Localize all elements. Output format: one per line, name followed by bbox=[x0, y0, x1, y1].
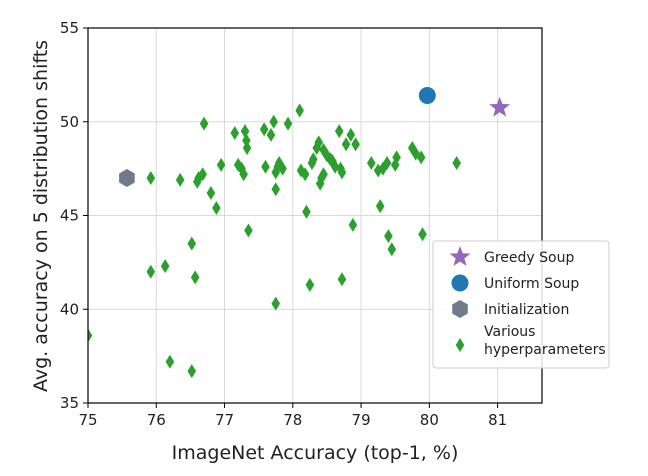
legend-label: Uniform Soup bbox=[484, 276, 579, 292]
diamond-point bbox=[312, 141, 322, 155]
x-tick-label: 80 bbox=[420, 411, 439, 429]
legend-box bbox=[432, 240, 610, 369]
diamond-point bbox=[382, 156, 392, 170]
diamond-point bbox=[337, 165, 347, 180]
data-points bbox=[88, 87, 511, 379]
diamond-point bbox=[384, 229, 393, 244]
diamond-point bbox=[269, 114, 278, 129]
x-tick-label: 77 bbox=[215, 411, 234, 429]
diamond-point bbox=[271, 165, 281, 180]
diamond-point bbox=[187, 236, 197, 251]
diamond-point bbox=[373, 163, 383, 178]
diamond-point bbox=[165, 354, 175, 369]
diamond-point bbox=[387, 242, 397, 257]
y-tick-label: 50 bbox=[60, 113, 79, 131]
x-tick-label: 76 bbox=[147, 411, 166, 429]
hexagon-legend-marker bbox=[452, 300, 468, 318]
star-legend-marker bbox=[449, 246, 471, 266]
diamond-point bbox=[212, 201, 221, 215]
diamond-point bbox=[242, 133, 251, 148]
legend-label: Various bbox=[484, 324, 535, 340]
y-ticks: 35 40 45 50 55 bbox=[60, 19, 88, 412]
diamond-point bbox=[330, 159, 340, 174]
diamond-point bbox=[341, 137, 351, 152]
diamond-point bbox=[146, 171, 156, 185]
hexagon-point bbox=[119, 169, 135, 187]
diamond-legend-marker bbox=[455, 338, 465, 352]
diamond-point bbox=[233, 157, 243, 172]
diamond-point bbox=[240, 124, 250, 139]
diamond-point bbox=[319, 167, 328, 182]
diamond-point bbox=[278, 161, 287, 176]
diamond-point bbox=[283, 116, 293, 131]
y-tick-label: 55 bbox=[60, 19, 79, 37]
diamond-point bbox=[308, 152, 318, 167]
legend-label: Initialization bbox=[484, 302, 569, 318]
y-axis-label: Avg. accuracy on 5 distribution shifts bbox=[30, 40, 52, 392]
diamond-point bbox=[187, 364, 197, 379]
diamond-point bbox=[259, 122, 269, 137]
diamond-point bbox=[392, 150, 401, 165]
diamond-point bbox=[300, 167, 310, 182]
diamond-point bbox=[315, 176, 325, 191]
diamond-point bbox=[416, 150, 426, 165]
legend-label: Greedy Soup bbox=[484, 250, 574, 266]
diamond-point bbox=[190, 270, 200, 285]
diamond-point bbox=[242, 141, 252, 155]
diamond-point bbox=[198, 167, 207, 182]
x-tick-label: 81 bbox=[488, 411, 507, 429]
diamond-point bbox=[271, 182, 281, 197]
diamond-point bbox=[266, 127, 276, 142]
diamond-point bbox=[230, 126, 240, 140]
x-tick-label: 79 bbox=[352, 411, 371, 429]
diamond-point bbox=[452, 156, 461, 170]
diamond-point bbox=[337, 272, 347, 287]
diamond-point bbox=[88, 328, 93, 343]
diamond-point bbox=[199, 116, 209, 131]
y-tick-label: 40 bbox=[60, 300, 79, 318]
diamond-point bbox=[175, 172, 185, 187]
diamond-point bbox=[244, 223, 253, 238]
diamond-point bbox=[317, 171, 326, 185]
diamond-point bbox=[375, 199, 385, 214]
diamond-point bbox=[295, 103, 304, 118]
x-axis-label: ImageNet Accuracy (top-1, %) bbox=[172, 442, 459, 464]
legend: Greedy Soup Uniform Soup Initialization Var… bbox=[432, 240, 610, 369]
diamond-point bbox=[334, 124, 344, 139]
diamond-point bbox=[206, 186, 216, 200]
diamond-point bbox=[367, 156, 376, 170]
diamond-point bbox=[146, 264, 156, 279]
diamond-point bbox=[378, 161, 388, 176]
circle-point bbox=[418, 87, 436, 104]
diamond-point bbox=[314, 135, 324, 150]
circle-legend-marker bbox=[451, 274, 469, 292]
diamond-point bbox=[351, 137, 360, 152]
diamond-point bbox=[348, 217, 358, 232]
x-ticks: 75 76 77 78 79 80 81 bbox=[78, 403, 507, 429]
diamond-point bbox=[302, 204, 311, 219]
diamond-point bbox=[239, 167, 248, 182]
y-tick-label: 45 bbox=[60, 207, 79, 225]
diamond-point bbox=[271, 296, 281, 311]
diamond-point bbox=[305, 277, 315, 292]
star-point bbox=[489, 96, 511, 117]
diamond-point bbox=[346, 127, 356, 142]
diamond-point bbox=[160, 259, 170, 274]
diamond-point bbox=[216, 157, 226, 172]
x-tick-label: 75 bbox=[78, 411, 97, 429]
diamond-point bbox=[418, 227, 427, 242]
diamond-point bbox=[237, 161, 246, 176]
y-tick-label: 35 bbox=[60, 394, 79, 412]
x-tick-label: 78 bbox=[283, 411, 302, 429]
legend-label: hyperparameters bbox=[484, 342, 606, 358]
diamond-point bbox=[261, 159, 270, 174]
